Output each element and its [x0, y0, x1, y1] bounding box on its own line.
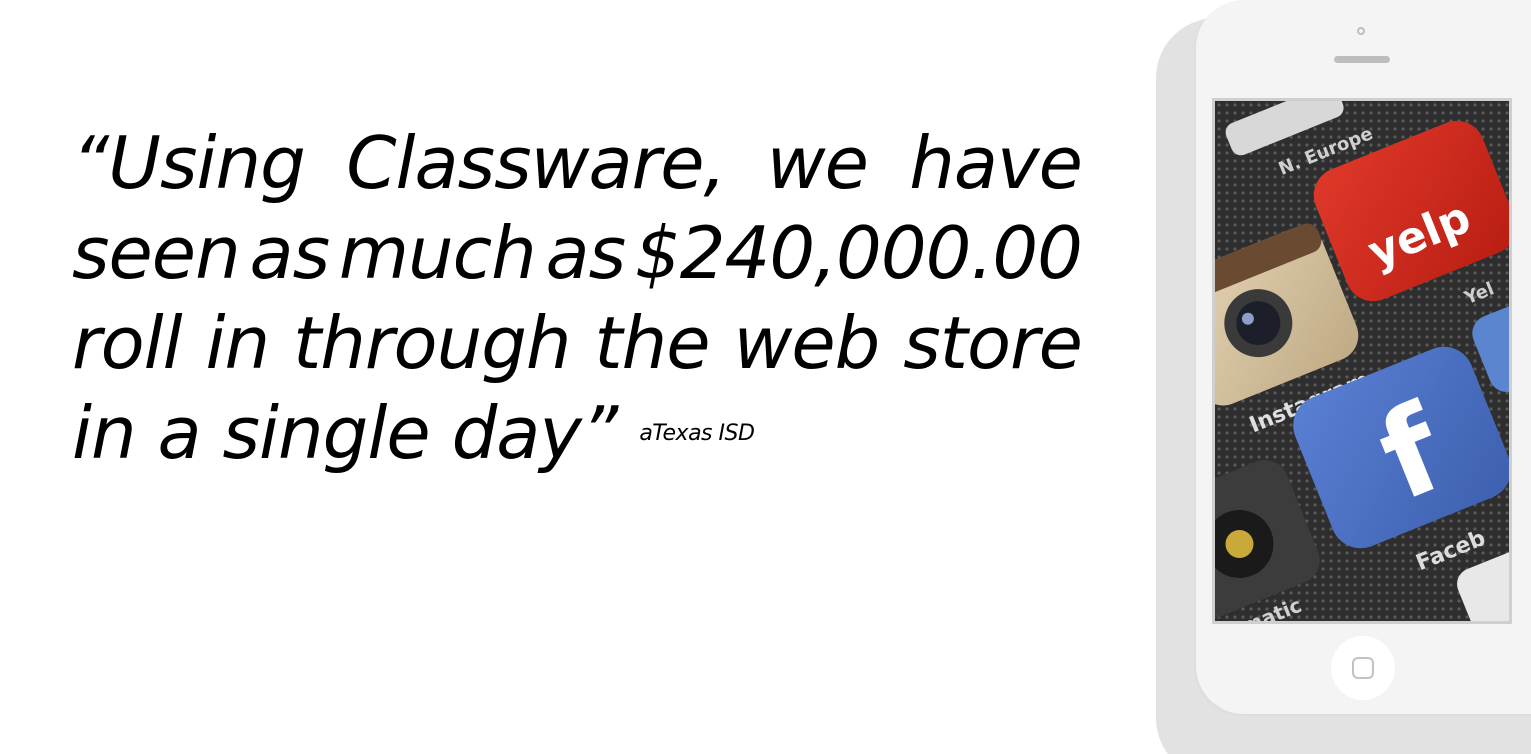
- home-button: [1331, 636, 1395, 700]
- quote-word: as: [545, 211, 627, 295]
- testimonial-quote: “Using Classware, we have seen as much a…: [72, 118, 1083, 478]
- quote-word: “Using: [72, 121, 306, 205]
- phone-speaker: [1334, 56, 1390, 63]
- home-square-icon: [1352, 657, 1374, 679]
- quote-word: as: [249, 211, 330, 295]
- quote-word: have: [909, 121, 1083, 205]
- app-icon-bottom-right: [1457, 550, 1509, 621]
- quote-line-2: seen as much as $240,000.00: [72, 208, 1083, 298]
- quote-word: web: [733, 301, 880, 385]
- quote-word: Classware,: [346, 121, 726, 205]
- quote-line-1: “Using Classware, we have: [72, 118, 1083, 208]
- quote-word: the: [594, 301, 710, 385]
- quote-word: we: [766, 121, 869, 205]
- quote-word: in: [205, 301, 271, 385]
- app-icon-blue-partial: [1472, 298, 1509, 393]
- quote-word: much: [338, 211, 537, 295]
- phone-screen: N. Europe yelp Yel Instagram f: [1212, 98, 1512, 624]
- app-icons-photo: N. Europe yelp Yel Instagram f: [1215, 101, 1509, 621]
- quote-attribution: aTexas ISD: [639, 421, 755, 446]
- quote-word: store: [903, 301, 1083, 385]
- quote-line-4: in a single day” aTexas ISD: [72, 388, 1082, 478]
- yelp-icon: [1313, 120, 1509, 302]
- quote-word: roll: [72, 301, 183, 385]
- quote-word: in a single day”: [72, 391, 618, 475]
- quote-line-3: roll in through the web store: [72, 298, 1083, 388]
- app-icon-top: [1225, 101, 1344, 156]
- phone-camera: [1357, 27, 1365, 35]
- quote-word: seen: [72, 211, 241, 295]
- quote-word: $240,000.00: [634, 211, 1083, 295]
- facebook-icon: [1293, 346, 1509, 549]
- camera-app-icon: [1215, 460, 1320, 619]
- instagram-icon: [1215, 223, 1359, 406]
- quote-word: through: [293, 301, 571, 385]
